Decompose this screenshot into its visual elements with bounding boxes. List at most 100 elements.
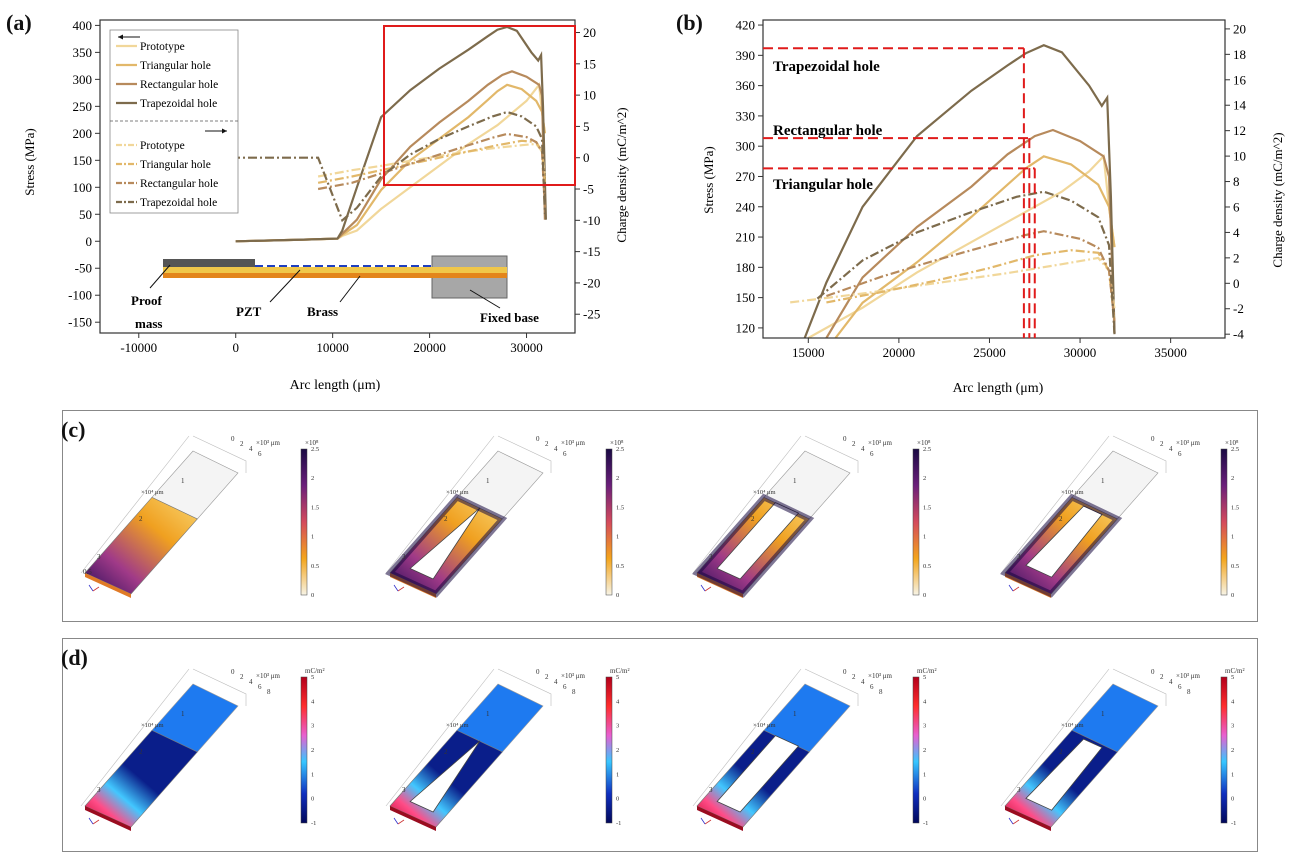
- c-beam-free-region: [84, 496, 198, 595]
- d-axis-top-unit: ×10³ μm: [868, 672, 893, 680]
- a-ytick-left-label: 50: [79, 207, 92, 222]
- d-colorbar-tick: 0: [1231, 796, 1234, 803]
- label-fixed-base: Fixed base: [480, 310, 539, 325]
- a-ytick-right-label: 15: [583, 56, 596, 71]
- d-colorbar: [300, 676, 308, 824]
- a-xtick-label: -10000: [120, 340, 157, 355]
- b-xlabel: Arc length (μm): [953, 381, 1044, 396]
- d-axis-side-unit: ×10⁴ μm: [753, 722, 776, 729]
- d-beam-front-edge: [390, 806, 436, 831]
- c-axis-side-unit: ×10⁴ μm: [446, 489, 469, 496]
- d-axis-top-tick: 0: [231, 668, 235, 676]
- d-colorbar-tick: 0: [923, 796, 926, 803]
- d-beam-hole-tri: [409, 740, 481, 813]
- d-colorbar-tick: -1: [923, 820, 928, 827]
- c-axis-side-tick: 3: [402, 553, 406, 561]
- d-axis-top-tick: 2: [1160, 673, 1164, 681]
- c-axis-top-tick: 0: [536, 435, 540, 443]
- c-axis-top-unit: ×10³ μm: [868, 439, 893, 447]
- b-curve-triangular-hole-charge: [826, 249, 1116, 322]
- d-axis-side-tick: 1: [1101, 710, 1105, 718]
- d-colorbar-tick: 2: [311, 747, 314, 754]
- d-axis-side-unit: ×10⁴ μm: [1061, 722, 1084, 729]
- a-ytick-left-label: 0: [86, 234, 93, 249]
- b-ytick-left-label: 270: [736, 169, 756, 184]
- b-ytick-right-label: 6: [1233, 199, 1240, 214]
- d-colorbar-tick: 5: [1231, 674, 1234, 681]
- d-axis-top-tick: 2: [240, 673, 244, 681]
- b-ytick-right-label: 4: [1233, 225, 1240, 240]
- b-ytick-right-label: 16: [1233, 72, 1247, 87]
- a-curve-trapezoidal-hole-charge: [163, 110, 546, 223]
- c-colorbar-tick: 1.5: [616, 504, 624, 511]
- c-axis-top-tick: 4: [1169, 445, 1173, 453]
- b-ytick-left-label: 240: [736, 199, 756, 214]
- b-xtick-label: 35000: [1154, 345, 1187, 360]
- b-ytick-right-label: 14: [1233, 98, 1247, 113]
- d-beam-hole-rect: [716, 735, 800, 813]
- d-colorbar-tick: 1: [311, 771, 314, 778]
- d-axis-top-tick: 8: [572, 688, 576, 696]
- c-axis-top-tick: 2: [545, 440, 549, 448]
- legend-a-stress-label: Trapezoidal hole: [140, 98, 217, 110]
- d-axis-top-tick: 2: [545, 673, 549, 681]
- c-beam-front-edge: [85, 573, 131, 598]
- c-colorbar: [1220, 448, 1228, 596]
- d-axis-side-tick: 3: [402, 786, 406, 794]
- a-ytick-right-label: 10: [583, 88, 596, 103]
- panel-label-b: (b): [676, 10, 703, 35]
- c-colorbar-tick: 2: [923, 475, 926, 482]
- c-colorbar-tick: 0: [923, 592, 926, 599]
- c-colorbar-tick: 0.5: [311, 563, 319, 570]
- c-axis-side-tick: 2: [751, 515, 755, 523]
- d-colorbar: [1220, 676, 1228, 824]
- brass-layer: [163, 273, 507, 278]
- d-axis-top-tick: 4: [861, 678, 865, 686]
- a-ytick-right-label: -25: [583, 307, 600, 322]
- d-colorbar-tick: 3: [311, 723, 314, 730]
- d-colorbar-tick: -1: [616, 820, 621, 827]
- c-small-label: 0.5: [83, 568, 92, 576]
- b-ytick-right-label: 18: [1233, 47, 1246, 62]
- a-ylabel-right: Charge density (mC/m^2): [614, 107, 629, 242]
- b-ytick-left-label: 420: [736, 18, 756, 33]
- d-beam-hole-trap: [1025, 738, 1103, 811]
- panel-label-c: (c): [61, 417, 86, 442]
- c-axis-side-tick: 1: [486, 477, 490, 485]
- panel-c-stress-maps: (c) 0 2 4 6 ×10³ μm 1 2 3 ×10⁴ μm 0 0.5 1 1.5 2 2.5 ×10…: [61, 410, 1258, 622]
- d-colorbar: [912, 676, 920, 824]
- c-colorbar-tick: 0.5: [616, 563, 624, 570]
- c-colorbar-unit: ×10⁸: [1225, 439, 1239, 447]
- d-axis-top-tick: 6: [1178, 683, 1182, 691]
- label-proof-2: mass: [135, 316, 162, 331]
- d-axis-side-tick: 2: [751, 748, 755, 756]
- b-ytick-left-label: 300: [736, 139, 756, 154]
- d-axis-side-tick: 2: [444, 748, 448, 756]
- zoom-region-box: [383, 25, 576, 186]
- a-ytick-right-label: 0: [583, 150, 590, 165]
- c-colorbar-unit: ×10⁸: [610, 439, 624, 447]
- b-ytick-right-label: 0: [1233, 276, 1240, 291]
- d-beam-free-region: [84, 729, 198, 828]
- c-axis-side-tick: 3: [1017, 553, 1021, 561]
- d-colorbar-tick: 1: [1231, 771, 1234, 778]
- legend-a-charge-label: Triangular hole: [140, 159, 211, 171]
- b-ytick-right-label: 8: [1233, 174, 1240, 189]
- d-axis-top-tick: 2: [852, 673, 856, 681]
- a-xtick-label: 0: [232, 340, 239, 355]
- c-axis-top-unit: ×10³ μm: [561, 439, 586, 447]
- b-ytick-right-label: 12: [1233, 123, 1246, 138]
- b-ytick-left-label: 330: [736, 108, 756, 123]
- d-axis-side-tick: 3: [709, 786, 713, 794]
- legend-a-stress-label: Triangular hole: [140, 60, 211, 72]
- d-colorbar-tick: 3: [923, 723, 926, 730]
- d-colorbar-tick: 2: [1231, 747, 1234, 754]
- d-axis-side-tick: 3: [1017, 786, 1021, 794]
- b-ytick-right-label: 2: [1233, 250, 1240, 265]
- d-colorbar-unit: mC/m²: [610, 667, 630, 675]
- b-ytick-left-label: 390: [736, 48, 756, 63]
- c-colorbar-tick: 1: [923, 534, 926, 541]
